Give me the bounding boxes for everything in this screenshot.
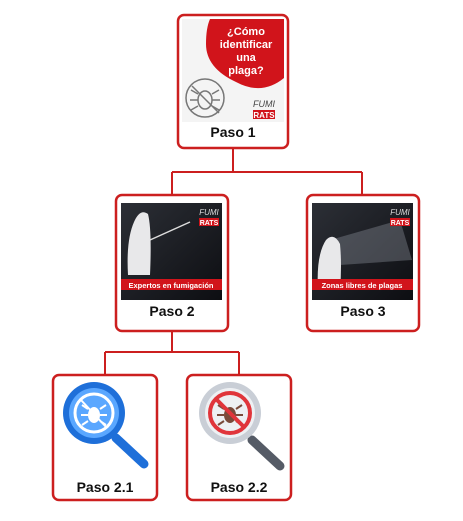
node-label: Paso 1 xyxy=(210,124,255,140)
logo: RATS xyxy=(391,220,410,227)
search-forbidden-icon xyxy=(199,382,285,471)
image-figure xyxy=(127,212,151,275)
search-bug-icon xyxy=(63,382,149,469)
image-text: ¿Cómo identificar una plaga? xyxy=(220,26,273,77)
image-blob xyxy=(206,19,284,89)
image-text-line: ¿Cómo xyxy=(227,26,265,38)
node[interactable]: Expertos en fumigación FUMI RATS Paso 2 xyxy=(114,193,230,333)
image-figure xyxy=(149,221,191,241)
image-figure xyxy=(317,236,341,290)
image-text-line: una xyxy=(236,52,256,64)
image-text: Zonas libres de plagas xyxy=(322,281,403,290)
node-label: Paso 3 xyxy=(340,303,385,319)
node[interactable]: ¿Cómo identificar una plaga? FUMI RATS P… xyxy=(176,13,290,150)
image-banner xyxy=(121,279,222,290)
image-text-line: identificar xyxy=(220,39,273,51)
logo-bg xyxy=(199,218,219,226)
node-label: Paso 2.1 xyxy=(77,479,134,495)
bug-icon xyxy=(185,78,225,118)
image-spray xyxy=(330,220,412,265)
node[interactable]: Paso 2.2 xyxy=(185,373,293,502)
logo: RATS xyxy=(200,220,219,227)
node-label: Paso 2 xyxy=(149,303,194,319)
connector xyxy=(104,331,240,375)
node-label: Paso 2.2 xyxy=(211,479,268,495)
logo-bg xyxy=(390,218,410,226)
logo: FUMI xyxy=(253,99,275,109)
connector xyxy=(171,148,363,195)
logo: RATS xyxy=(253,111,275,120)
image-text: Expertos en fumigación xyxy=(128,281,213,290)
logo: FUMI xyxy=(199,208,219,217)
node[interactable]: Zonas libres de plagas FUMI RATS Paso 3 xyxy=(305,193,421,333)
logo-bg xyxy=(253,110,275,119)
image-banner xyxy=(312,279,413,290)
image-text-line: plaga? xyxy=(228,65,264,77)
connectors xyxy=(104,148,363,375)
node[interactable]: Paso 2.1 xyxy=(51,373,159,502)
logo: FUMI xyxy=(390,208,410,217)
